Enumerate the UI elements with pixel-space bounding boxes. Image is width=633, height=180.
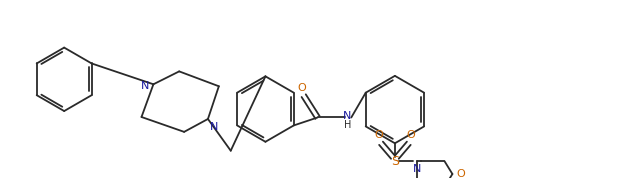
- Text: N: N: [343, 111, 351, 120]
- Text: O: O: [298, 83, 306, 93]
- Text: S: S: [391, 155, 399, 168]
- Text: N: N: [141, 81, 149, 91]
- Text: N: N: [413, 164, 421, 174]
- Text: O: O: [375, 130, 384, 140]
- Text: O: O: [406, 130, 415, 140]
- Text: H: H: [344, 120, 351, 130]
- Text: N: N: [210, 122, 218, 132]
- Text: O: O: [456, 169, 465, 179]
